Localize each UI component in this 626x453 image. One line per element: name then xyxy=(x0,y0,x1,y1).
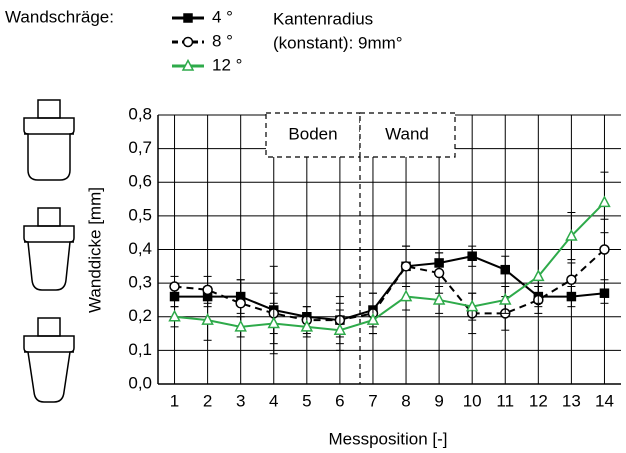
x-tick-label: 7 xyxy=(368,391,377,410)
marker xyxy=(333,323,347,335)
x-tick-label: 13 xyxy=(562,391,581,410)
legend-label: 12 ° xyxy=(212,55,242,74)
marker xyxy=(169,281,180,292)
legend-symbol xyxy=(183,13,193,23)
legend-title: Wandschräge: xyxy=(5,7,114,26)
y-tick-label: 0,4 xyxy=(128,239,152,258)
marker xyxy=(432,292,446,305)
bottle-icons xyxy=(23,99,75,403)
marker xyxy=(235,298,246,309)
x-tick-label: 4 xyxy=(269,391,278,410)
marker xyxy=(566,274,577,286)
series xyxy=(168,171,611,351)
marker xyxy=(500,264,510,275)
y-tick-label: 0,8 xyxy=(128,104,152,123)
marker xyxy=(366,313,380,325)
y-tick-label: 0,3 xyxy=(128,273,152,292)
y-tick-label: 0,7 xyxy=(128,138,152,157)
legend-marker xyxy=(183,13,193,23)
y-tick-label: 0,5 xyxy=(128,205,152,224)
x-tick-label: 2 xyxy=(203,391,212,410)
x-tick-label: 8 xyxy=(401,391,410,410)
marker xyxy=(201,313,214,325)
series-line xyxy=(174,201,606,332)
y-tick-label: 0,6 xyxy=(128,172,152,191)
x-tick-label: 5 xyxy=(302,391,311,410)
annotation: Kantenradius xyxy=(273,9,373,28)
marker xyxy=(234,319,247,332)
marker xyxy=(202,284,213,296)
marker xyxy=(599,288,610,298)
x-tick-label: 10 xyxy=(463,391,482,410)
y-tick-label: 0,1 xyxy=(128,340,152,359)
x-tick-label: 1 xyxy=(170,391,179,410)
x-tick-label: 12 xyxy=(529,391,548,410)
marker xyxy=(532,269,545,282)
x-tick-label: 14 xyxy=(595,391,614,410)
legend-label: 8 ° xyxy=(212,31,233,50)
marker xyxy=(598,195,611,208)
y-axis-label: Wanddicke [mm] xyxy=(85,187,104,313)
marker xyxy=(465,299,479,312)
marker xyxy=(565,228,578,241)
y-tick-label: 0,0 xyxy=(128,373,152,392)
x-axis-label: Messposition [-] xyxy=(328,429,447,448)
marker xyxy=(467,251,477,261)
x-tick-label: 11 xyxy=(496,391,514,410)
marker xyxy=(399,289,413,302)
marker xyxy=(599,244,610,255)
region-label: Wand xyxy=(385,124,429,143)
marker xyxy=(267,316,280,329)
marker xyxy=(300,319,314,332)
x-tick-label: 6 xyxy=(335,391,344,410)
annotation: (konstant): 9mm° xyxy=(273,33,403,52)
marker xyxy=(168,309,181,322)
series-line xyxy=(174,248,606,322)
region-boxes xyxy=(265,112,456,384)
marker xyxy=(400,261,412,272)
x-tick-label: 9 xyxy=(434,391,443,410)
legend-marker xyxy=(181,58,195,71)
region-label: Boden xyxy=(288,124,337,143)
legend-symbol xyxy=(181,58,195,71)
legend-symbol xyxy=(182,36,194,48)
marker xyxy=(499,292,512,305)
marker xyxy=(433,267,445,279)
legend-label: 4 ° xyxy=(212,7,233,26)
y-tick-label: 0,2 xyxy=(128,306,152,325)
x-tick-label: 3 xyxy=(236,391,245,410)
legend-marker xyxy=(182,36,194,48)
